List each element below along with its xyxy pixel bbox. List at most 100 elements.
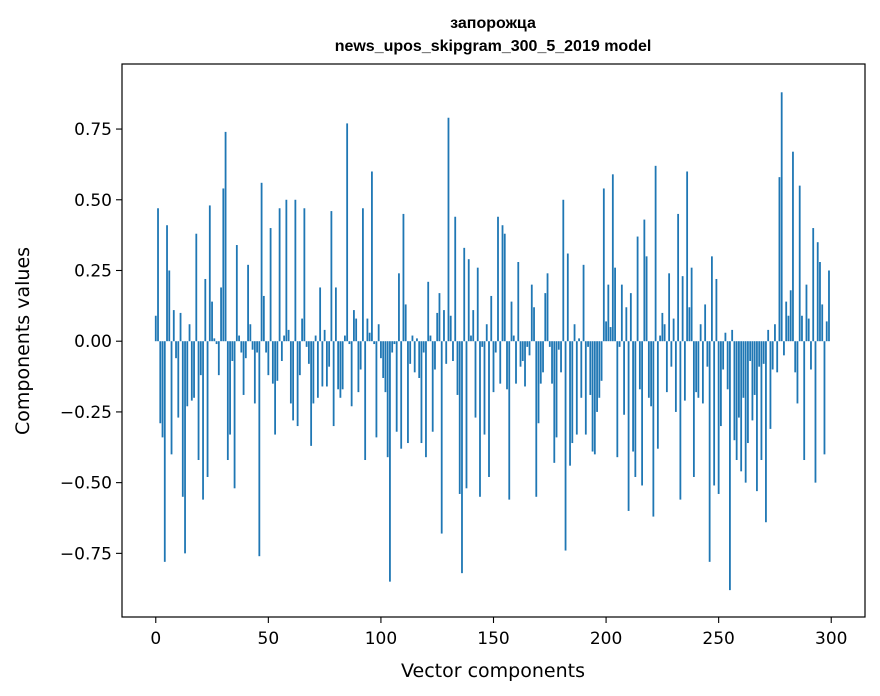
- bar-66: [303, 208, 306, 342]
- bar-249: [715, 278, 718, 342]
- y-tick-label: 0.50: [74, 191, 112, 211]
- bar-170: [537, 341, 540, 424]
- x-tick-label: 100: [365, 629, 397, 649]
- bar-51: [269, 228, 272, 342]
- bar-6: [168, 270, 171, 342]
- bar-60: [289, 341, 292, 404]
- bar-141: [472, 310, 475, 342]
- bar-3: [161, 341, 164, 438]
- bar-25: [211, 301, 213, 342]
- bar-143: [476, 267, 479, 342]
- bar-112: [407, 341, 409, 444]
- bar-146: [483, 341, 486, 435]
- bar-121: [427, 281, 430, 342]
- bar-269: [760, 341, 763, 461]
- bar-212: [632, 341, 634, 452]
- bar-251: [720, 341, 722, 427]
- bar-262: [744, 341, 747, 483]
- bar-44: [253, 341, 256, 404]
- bar-298: [825, 321, 828, 342]
- bar-216: [641, 341, 643, 486]
- bar-180: [560, 341, 562, 373]
- bar-46: [258, 341, 261, 557]
- bar-198: [600, 341, 603, 381]
- bar-19: [197, 341, 200, 461]
- bar-14: [186, 341, 189, 407]
- bar-169: [535, 341, 538, 497]
- bar-192: [587, 341, 589, 347]
- bar-74: [321, 341, 324, 387]
- bar-126: [438, 293, 441, 342]
- bar-151: [494, 341, 497, 353]
- bar-183: [566, 253, 569, 342]
- bar-57: [283, 335, 286, 342]
- bar-273: [769, 341, 772, 429]
- bar-63: [296, 341, 299, 427]
- bar-223: [656, 341, 659, 449]
- bar-133: [454, 216, 457, 342]
- bar-194: [591, 341, 594, 452]
- bar-281: [787, 315, 790, 342]
- bar-196: [596, 341, 598, 412]
- bar-144: [479, 341, 481, 497]
- bar-83: [341, 341, 344, 390]
- bar-142: [474, 341, 477, 418]
- bar-82: [339, 341, 342, 398]
- bar-130: [447, 117, 450, 342]
- bar-238: [690, 267, 693, 342]
- bar-178: [555, 341, 558, 438]
- bar-205: [616, 341, 619, 458]
- y-tick-label: 0.75: [74, 120, 112, 140]
- bar-148: [488, 341, 490, 477]
- bar-182: [564, 341, 567, 551]
- bar-164: [524, 341, 526, 387]
- bar-120: [425, 341, 427, 458]
- bar-221: [652, 341, 655, 517]
- bar-260: [740, 341, 743, 472]
- bar-274: [771, 341, 774, 370]
- bar-206: [618, 341, 621, 347]
- bar-236: [686, 171, 689, 342]
- bar-160: [515, 341, 517, 384]
- bar-91: [359, 341, 362, 370]
- bar-188: [578, 338, 580, 342]
- bar-9: [175, 341, 177, 359]
- bar-95: [368, 332, 371, 342]
- bar-231: [674, 341, 677, 412]
- bar-243: [701, 341, 704, 404]
- x-tick-label: 200: [590, 629, 622, 649]
- bar-266: [753, 341, 756, 395]
- bar-12: [181, 341, 184, 497]
- bar-0: [154, 315, 157, 342]
- bar-84: [344, 335, 346, 342]
- bar-219: [647, 341, 650, 398]
- bar-15: [188, 324, 191, 342]
- x-tick-label: 250: [702, 629, 734, 649]
- bar-173: [544, 293, 547, 342]
- bar-56: [280, 341, 283, 362]
- bar-30: [222, 188, 225, 342]
- bar-123: [431, 341, 434, 432]
- bar-258: [735, 341, 738, 461]
- bar-72: [316, 341, 319, 398]
- bar-97: [373, 341, 376, 345]
- bar-199: [602, 188, 605, 342]
- bar-86: [348, 341, 351, 345]
- bar-2: [159, 341, 162, 424]
- bar-174: [546, 273, 549, 342]
- bar-288: [803, 341, 806, 461]
- bar-127: [440, 341, 443, 534]
- bar-197: [598, 341, 601, 398]
- bar-16: [190, 341, 193, 401]
- bar-124: [434, 341, 436, 370]
- bar-195: [593, 341, 596, 455]
- bar-271: [765, 341, 767, 523]
- bar-140: [470, 335, 472, 342]
- x-tick-label: 300: [815, 629, 847, 649]
- bar-89: [355, 318, 358, 342]
- bar-47: [260, 182, 263, 342]
- bar-165: [526, 341, 529, 347]
- bar-48: [262, 295, 265, 342]
- bar-35: [233, 341, 236, 489]
- bar-253: [724, 332, 727, 342]
